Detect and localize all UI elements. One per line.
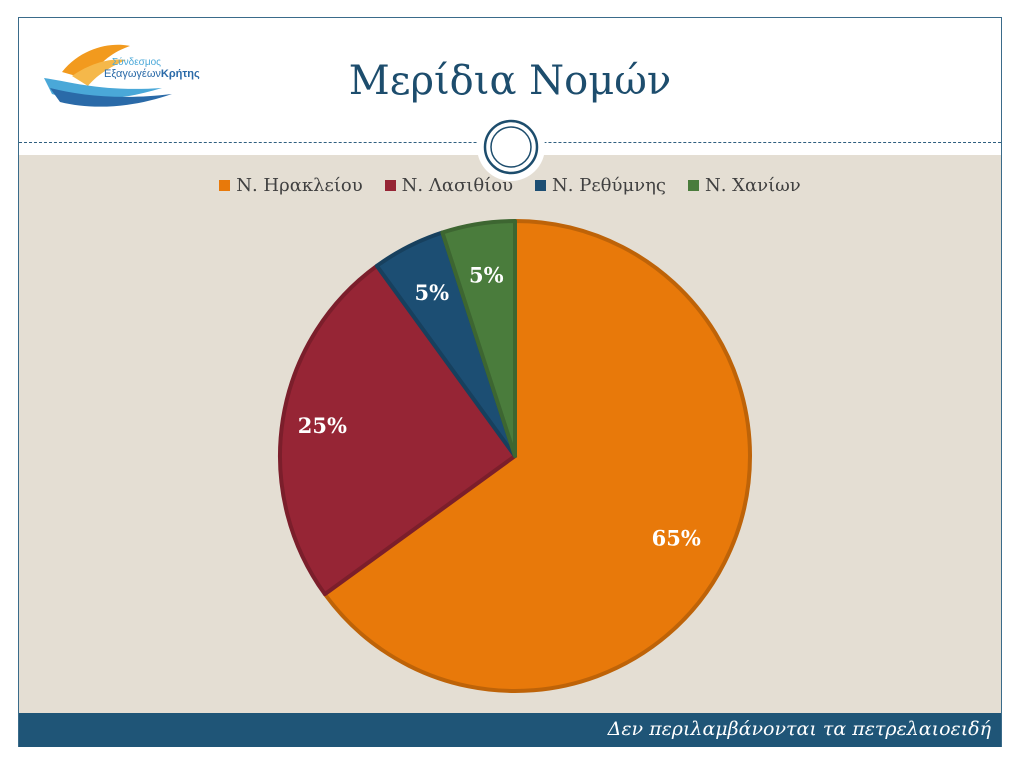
legend-swatch (535, 179, 547, 191)
legend-swatch (384, 179, 396, 191)
footer-bar: Δεν περιλαμβάνονται τα πετρελαιοειδή (19, 713, 1001, 747)
legend-label: Ν. Ηρακλείου (236, 174, 363, 196)
data-label-lasithi: 25% (298, 413, 347, 438)
pie-slice-heraklion (322, 219, 752, 693)
pie-chart: 65% 25% 5% 5% (278, 219, 752, 693)
legend-label: Ν. Ρεθύμνης (552, 174, 666, 196)
legend-label: Ν. Λασιθίου (401, 174, 514, 196)
chart-legend: Ν. Ηρακλείου Ν. Λασιθίου Ν. Ρεθύμνης Ν. … (150, 170, 870, 200)
data-label-heraklion: 65% (652, 526, 701, 551)
legend-item-heraklion: Ν. Ηρακλείου (219, 174, 363, 196)
legend-label: Ν. Χανίων (704, 174, 801, 196)
pie-slice-lasithi (278, 263, 517, 597)
logo-swoosh-icon (44, 44, 172, 107)
page-title: Μερίδια Νομών (348, 58, 672, 104)
legend-swatch (219, 179, 231, 191)
footer-note: Δεν περιλαμβάνονται τα πετρελαιοειδή (607, 718, 991, 740)
logo: Σύνδεσμος ΕξαγωγέωνΚρήτης (42, 42, 222, 114)
legend-item-lasithi: Ν. Λασιθίου (384, 174, 514, 196)
legend-swatch (687, 179, 699, 191)
logo-text-line2: ΕξαγωγέωνΚρήτης (104, 68, 200, 80)
legend-item-rethymno: Ν. Ρεθύμνης (535, 175, 666, 196)
pie-slice-chania (440, 219, 517, 458)
logo-text-line1: Σύνδεσμος (112, 57, 161, 68)
legend-item-chania: Ν. Χανίων (687, 174, 801, 196)
data-label-rethymno: 5% (414, 280, 449, 305)
data-label-chania: 5% (469, 262, 504, 287)
circle-ornament-icon (477, 113, 545, 181)
